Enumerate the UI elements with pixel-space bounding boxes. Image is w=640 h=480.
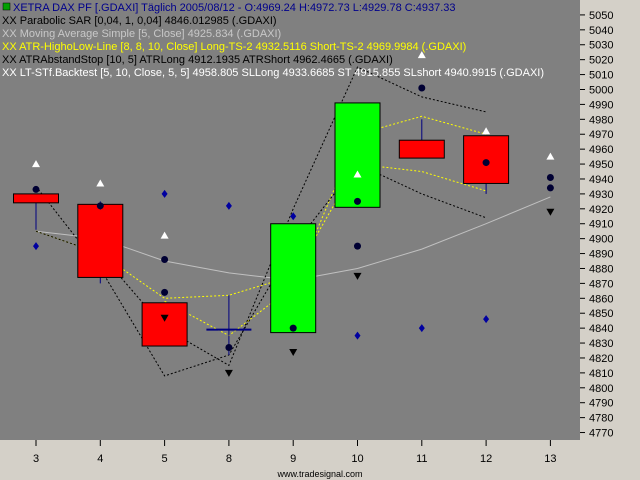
y-tick-label: 4990 bbox=[589, 99, 613, 111]
y-tick-label: 4980 bbox=[589, 114, 613, 126]
x-tick-label: 4 bbox=[97, 453, 103, 465]
sar-marker bbox=[290, 212, 297, 221]
x-tick-label: 8 bbox=[226, 453, 232, 465]
y-tick-label: 4800 bbox=[589, 383, 613, 395]
candle-body bbox=[270, 223, 317, 334]
dot-marker bbox=[96, 202, 104, 210]
y-tick-label: 4870 bbox=[589, 278, 613, 290]
x-axis: 3 4 5 8 9 10 11 12 13 bbox=[33, 440, 557, 465]
x-tick-label: 3 bbox=[33, 453, 39, 465]
y-tick-label: 4910 bbox=[589, 219, 613, 231]
sar-marker bbox=[225, 201, 232, 210]
dot-marker bbox=[289, 324, 297, 332]
legend-line-3: XX Moving Average Simple [5, Close] 4925… bbox=[2, 28, 281, 40]
x-tick-label: 13 bbox=[544, 453, 556, 465]
y-tick-label: 4920 bbox=[589, 204, 613, 216]
dot-marker bbox=[32, 185, 40, 193]
dot-marker bbox=[482, 159, 490, 167]
legend-symbol-box bbox=[2, 2, 11, 11]
y-tick-label: 4970 bbox=[589, 129, 613, 141]
dot-marker bbox=[354, 197, 361, 205]
triangle-down-marker bbox=[289, 349, 298, 356]
y-tick-label: 4860 bbox=[589, 293, 613, 305]
sar-marker bbox=[418, 324, 425, 333]
triangle-up-marker bbox=[160, 231, 169, 239]
y-tick-label: 4950 bbox=[589, 159, 613, 171]
candle-body bbox=[141, 302, 188, 347]
y-tick-label: 4850 bbox=[589, 308, 613, 320]
dot-marker bbox=[161, 288, 169, 296]
y-tick-label: 4930 bbox=[589, 189, 613, 201]
triangle-up-marker bbox=[353, 170, 362, 178]
triangle-down-marker bbox=[353, 272, 362, 280]
sar-marker bbox=[354, 331, 361, 340]
y-tick-label: 5050 bbox=[589, 10, 613, 22]
dot-marker bbox=[546, 184, 554, 192]
markers bbox=[32, 51, 555, 377]
triangle-down-marker bbox=[224, 369, 233, 377]
dot-marker bbox=[418, 84, 426, 92]
y-tick-label: 4820 bbox=[589, 353, 613, 365]
candle-body bbox=[77, 203, 124, 278]
y-tick-label: 4790 bbox=[589, 398, 613, 410]
y-tick-label: 5000 bbox=[589, 84, 613, 96]
footer-credit: www.tradesignal.com bbox=[276, 469, 362, 479]
x-tick-label: 10 bbox=[351, 453, 363, 465]
triangle-down-marker bbox=[160, 314, 169, 322]
y-tick-label: 4960 bbox=[589, 144, 613, 156]
candle-body bbox=[334, 102, 381, 208]
x-tick-label: 5 bbox=[162, 453, 168, 465]
dot-marker bbox=[354, 242, 361, 250]
y-tick-label: 4900 bbox=[589, 234, 613, 246]
y-axis: 4770 4780 4790 4800 4810 4820 4830 4840 4850 4860… bbox=[580, 10, 613, 440]
y-tick-label: 4890 bbox=[589, 249, 613, 261]
y-tick-label: 4780 bbox=[589, 413, 613, 425]
legend: XETRA DAX PF [.GDAXI] Täglich 2005/08/12… bbox=[2, 2, 544, 79]
y-tick-label: 4770 bbox=[589, 428, 613, 440]
y-tick-label: 5040 bbox=[589, 25, 613, 37]
triangle-up-marker bbox=[96, 179, 105, 187]
triangle-up-marker bbox=[32, 160, 40, 168]
y-tick-label: 4880 bbox=[589, 263, 613, 275]
candle-body bbox=[398, 139, 445, 159]
legend-line-6: XX LT-STf.Backtest [5, 10, Close, 5, 5] … bbox=[2, 67, 544, 79]
y-tick-label: 4830 bbox=[589, 338, 613, 350]
triangle-up-marker bbox=[482, 127, 491, 135]
triangle-up-marker bbox=[417, 51, 426, 59]
dot-marker bbox=[225, 344, 233, 352]
y-tick-label: 5020 bbox=[589, 55, 613, 67]
y-tick-label: 4940 bbox=[589, 174, 613, 186]
y-tick-label: 4810 bbox=[589, 368, 613, 380]
x-tick-label: 11 bbox=[416, 453, 427, 465]
y-tick-label: 5030 bbox=[589, 40, 613, 52]
triangle-up-marker bbox=[546, 152, 555, 160]
triangle-down-marker bbox=[546, 208, 555, 216]
y-tick-label: 5010 bbox=[589, 70, 613, 82]
candles bbox=[13, 102, 510, 355]
x-tick-label: 9 bbox=[290, 453, 296, 465]
line-abstand-lower bbox=[35, 163, 487, 377]
legend-line-1: XETRA DAX PF [.GDAXI] Täglich 2005/08/12… bbox=[13, 2, 456, 14]
dot-marker bbox=[546, 173, 554, 181]
legend-line-2: XX Parabolic SAR [0,04, 1, 0,04] 4846.01… bbox=[2, 15, 277, 27]
legend-line-5: XX ATRAbstandStop [10, 5] ATRLong 4912.1… bbox=[2, 54, 393, 66]
legend-line-4: XX ATR-HighoLow-Line [8, 8, 10, Close] L… bbox=[2, 41, 466, 53]
sar-marker bbox=[33, 242, 39, 251]
sar-marker bbox=[161, 189, 168, 198]
sar-marker bbox=[483, 315, 490, 324]
candle-body bbox=[13, 193, 59, 204]
x-tick-label: 12 bbox=[480, 453, 492, 465]
y-tick-label: 4840 bbox=[589, 323, 613, 335]
dot-marker bbox=[161, 256, 169, 264]
